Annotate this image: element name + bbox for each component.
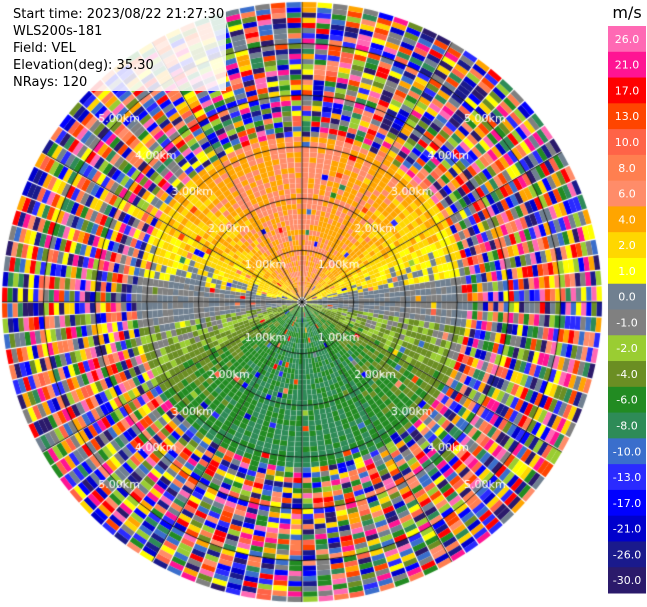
instrument-label: WLS200s-181: [13, 24, 103, 39]
colorbar-box: [608, 129, 646, 156]
colorbar-box: [608, 412, 646, 439]
colorbar-box: [608, 232, 646, 259]
colorbar-tick-label: 0.0: [618, 291, 636, 304]
elevation-label: Elevation(deg): 35.30: [13, 58, 154, 73]
colorbar-tick-label: -2.0: [616, 342, 637, 355]
colorbar-tick-label: -10.0: [613, 445, 641, 458]
colorbar-box: [608, 464, 646, 491]
colorbar-tick-label: -30.0: [613, 574, 641, 587]
start-time-label: Start time: 2023/08/22 21:27:30: [13, 7, 225, 22]
colorbar-tick-label: -6.0: [616, 394, 637, 407]
colorbar-tick-label: -17.0: [613, 497, 641, 510]
colorbar-box: [608, 154, 646, 182]
colorbar-tick-label: -8.0: [616, 419, 637, 432]
colorbar-box: [608, 489, 646, 517]
colorbar-box: [608, 206, 646, 233]
colorbar-box: [608, 567, 646, 594]
colorbar-box: [608, 361, 646, 388]
colorbar-box: [608, 51, 646, 79]
colorbar-tick-label: -4.0: [616, 368, 637, 381]
colorbar-box: [608, 180, 646, 207]
colorbar-box: [608, 103, 646, 130]
colorbar-tick-label: -21.0: [613, 523, 641, 536]
colorbar-box: [608, 515, 646, 542]
colorbar-tick-label: 2.0: [618, 239, 636, 252]
colorbar-tick-label: 8.0: [618, 162, 636, 175]
colorbar-box: [608, 77, 646, 104]
colorbar-box: [608, 309, 646, 336]
colorbar-box: [608, 257, 646, 285]
colorbar-tick-label: 13.0: [615, 110, 640, 123]
colorbar-box: [608, 386, 646, 414]
colorbar-box: [608, 335, 646, 362]
nrays-label: NRays: 120: [13, 75, 88, 90]
colorbar-tick-label: -13.0: [613, 471, 641, 484]
colorbar-tick-label: 10.0: [615, 136, 640, 149]
colorbar-box: [608, 283, 646, 310]
colorbar-tick-label: 21.0: [615, 59, 640, 72]
colorbar-box: [608, 26, 646, 53]
colorbar-tick-label: 1.0: [618, 265, 636, 278]
colorbar-tick-label: 26.0: [615, 33, 640, 46]
field-label: Field: VEL: [13, 41, 76, 56]
colorbar-tick-label: -26.0: [613, 548, 641, 561]
colorbar-tick-label: 17.0: [615, 84, 640, 97]
colorbar-tick-label: -1.0: [616, 316, 637, 329]
plot-metadata: Start time: 2023/08/22 21:27:30 WLS200s-…: [11, 6, 227, 91]
colorbar-tick-label: 4.0: [618, 213, 636, 226]
colorbar-box: [608, 438, 646, 465]
colorbar-box: [608, 541, 646, 568]
colorbar-units-label: m/s: [612, 3, 641, 22]
colorbar-tick-label: 6.0: [618, 188, 636, 201]
